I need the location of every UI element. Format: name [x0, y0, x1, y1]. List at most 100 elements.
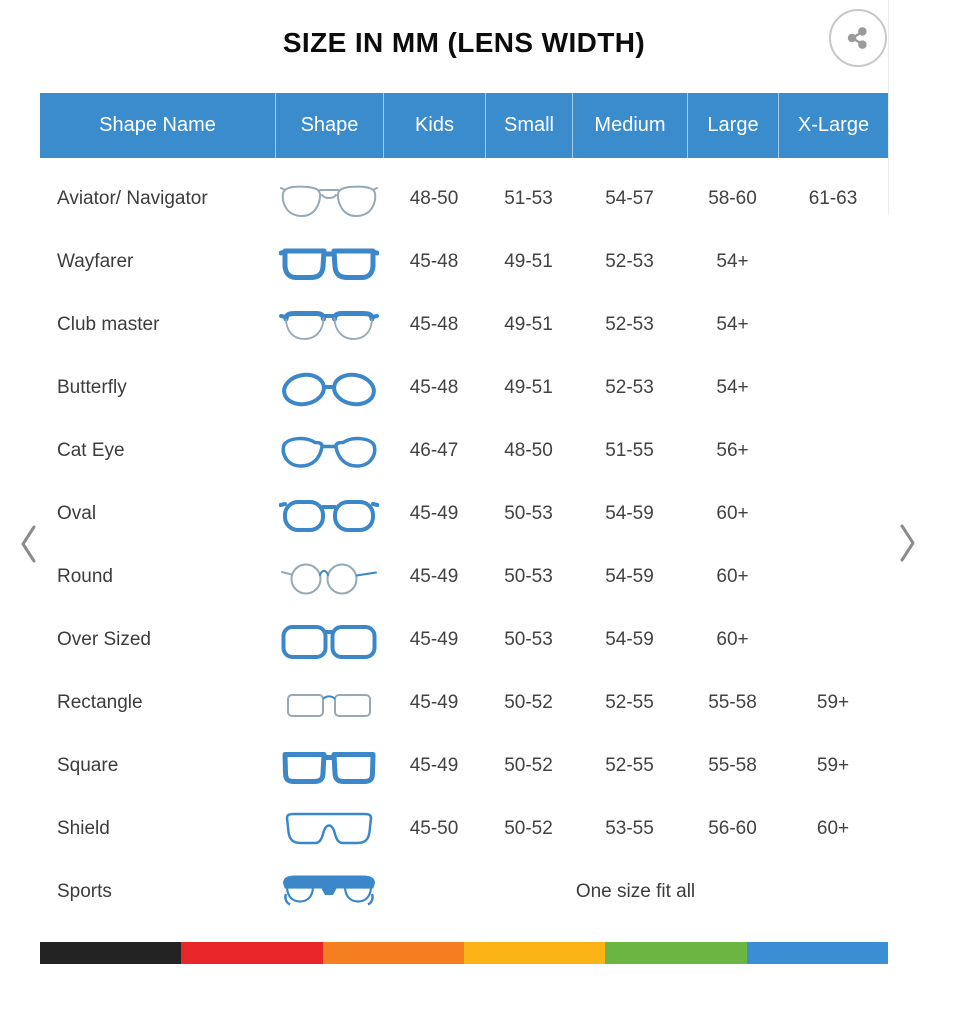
medium-size-value: 54-59	[605, 502, 654, 524]
stripe-segment	[40, 942, 182, 964]
small-size-value: 49-51	[504, 376, 553, 398]
square-glasses-icon	[282, 751, 376, 784]
large-size-value: 56+	[716, 439, 749, 461]
shape-name: Rectangle	[57, 691, 143, 713]
small-size-value: 49-51	[504, 313, 553, 335]
oval-glasses-icon	[279, 499, 379, 532]
small-size-value: 50-52	[504, 691, 553, 713]
medium-size-value: 54-59	[605, 565, 654, 587]
kids-size-value: 46-47	[409, 439, 459, 461]
carousel-prev-button[interactable]	[16, 523, 42, 565]
butterfly-glasses-icon	[282, 372, 376, 406]
large-size-value: 54+	[716, 376, 749, 398]
medium-size-value: 52-53	[605, 376, 654, 398]
oversized-glasses-icon	[281, 624, 377, 659]
kids-size-value: 45-48	[409, 376, 459, 398]
shape-name: Square	[57, 754, 119, 776]
stripe-segment	[322, 942, 464, 964]
shape-name: Cat Eye	[57, 439, 125, 461]
shape-icon-cell	[275, 742, 383, 790]
large-size-value: 54+	[716, 313, 749, 335]
share-button[interactable]	[829, 9, 887, 67]
large-size-value: 55-58	[708, 691, 757, 713]
shape-name: Butterfly	[57, 376, 127, 398]
kids-size-value: 45-48	[409, 250, 459, 272]
small-size-value: 50-53	[504, 565, 553, 587]
shape-icon-cell	[275, 553, 383, 601]
color-stripe	[40, 942, 888, 964]
kids-size-value: 45-49	[409, 754, 459, 776]
medium-size-value: 52-55	[605, 691, 654, 713]
large-size-value: 56-60	[708, 817, 757, 839]
carousel-next-button[interactable]	[894, 522, 920, 564]
share-icon	[847, 27, 867, 49]
table-row: Rectangle 45-49 50-52 52-55 55-58 59+	[40, 671, 888, 734]
sports-glasses-icon	[283, 875, 375, 906]
table-row: Square 45-49 50-52 52-55 55-58 59+	[40, 734, 888, 797]
shape-name: Wayfarer	[57, 250, 134, 272]
column-header-shape-name: Shape Name	[99, 114, 216, 136]
kids-size-value: 45-48	[409, 313, 459, 335]
shape-icon-cell	[275, 364, 383, 412]
stripe-segment	[463, 942, 606, 964]
column-header-kids: Kids	[383, 93, 485, 158]
table-row: Aviator/ Navigator 48-50 51-53 54-57 58-60 61…	[40, 167, 888, 230]
column-header-small: Small	[485, 93, 572, 158]
small-size-value: 51-53	[504, 187, 553, 209]
kids-size-value: 48-50	[409, 187, 459, 209]
table-row: Sports One size fit all	[40, 860, 888, 923]
shape-name: Aviator/ Navigator	[57, 187, 208, 209]
table-row: Cat Eye 46-47 48-50 51-55 56+	[40, 419, 888, 482]
one-size-label: One size fit all	[575, 880, 696, 902]
shape-icon-cell	[275, 175, 383, 223]
column-header-large: Large	[687, 93, 778, 158]
stripe-segment	[746, 942, 888, 964]
medium-size-value: 54-59	[605, 628, 654, 650]
chevron-left-icon	[21, 525, 36, 563]
table-row: Over Sized 45-49 50-53 54-59 60+	[40, 608, 888, 671]
clubmaster-glasses-icon	[279, 310, 379, 340]
shape-icon-cell	[275, 616, 383, 664]
size-table: Shape Name Shape Kids Small Medium Large X-Lar…	[40, 93, 888, 923]
column-header-x-large: X-Large	[778, 93, 888, 158]
card-edge-divider	[888, 0, 889, 215]
small-size-value: 50-52	[504, 754, 553, 776]
large-size-value: 55-58	[708, 754, 757, 776]
large-size-value: 60+	[716, 628, 749, 650]
medium-size-value: 52-53	[605, 313, 654, 335]
xlarge-size-value: 59+	[816, 691, 850, 713]
shape-icon-cell	[275, 301, 383, 349]
kids-size-value: 45-49	[409, 628, 459, 650]
stripe-segment	[181, 942, 323, 964]
shield-glasses-icon	[285, 812, 373, 844]
page-title: SIZE IN MM (LENS WIDTH)	[282, 27, 646, 58]
aviator-glasses-icon	[280, 185, 378, 217]
kids-size-value: 45-50	[409, 817, 459, 839]
table-row: Club master 45-48 49-51 52-53 54+	[40, 293, 888, 356]
round-glasses-icon	[281, 563, 377, 594]
large-size-value: 60+	[716, 502, 749, 524]
shape-name: Oval	[57, 502, 97, 524]
small-size-value: 49-51	[504, 250, 553, 272]
stripe-segment	[605, 942, 747, 964]
table-row: Butterfly 45-48 49-51 52-53 54+	[40, 356, 888, 419]
small-size-value: 50-53	[504, 502, 553, 524]
wayfarer-glasses-icon	[279, 248, 379, 280]
kids-size-value: 45-49	[409, 691, 459, 713]
small-size-value: 48-50	[504, 439, 553, 461]
xlarge-size-value: 59+	[816, 754, 850, 776]
cateye-glasses-icon	[281, 436, 377, 468]
medium-size-value: 52-55	[605, 754, 654, 776]
small-size-value: 50-53	[504, 628, 553, 650]
medium-size-value: 52-53	[605, 250, 654, 272]
table-body: Aviator/ Navigator 48-50 51-53 54-57 58-60 61…	[40, 158, 888, 923]
xlarge-size-value: 61-63	[808, 187, 858, 209]
shape-icon-cell	[275, 679, 383, 727]
shape-name: Round	[57, 565, 113, 587]
column-header-shape: Shape	[275, 93, 383, 158]
small-size-value: 50-52	[504, 817, 553, 839]
large-size-value: 54+	[716, 250, 749, 272]
shape-icon-cell	[275, 805, 383, 853]
table-row: Wayfarer 45-48 49-51 52-53 54+	[40, 230, 888, 293]
